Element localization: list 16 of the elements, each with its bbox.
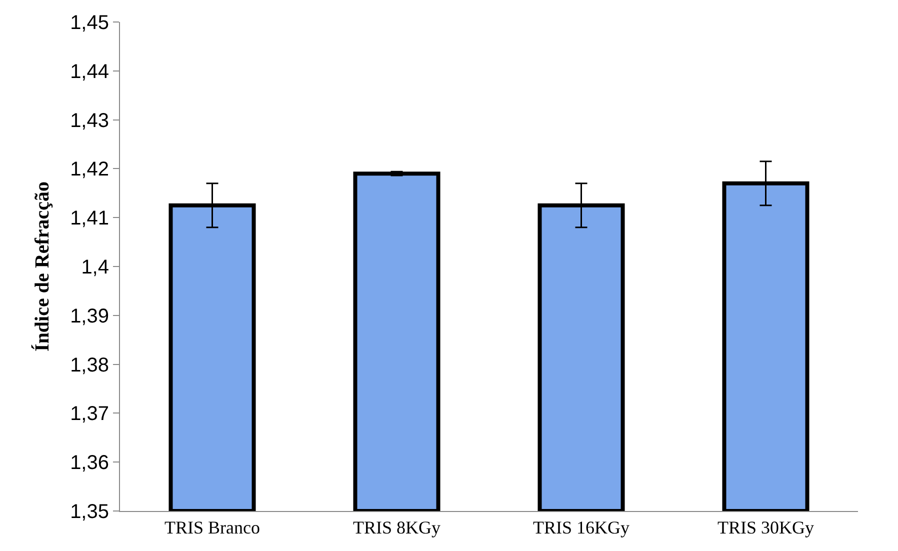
- y-tick-label: 1,36: [70, 452, 109, 474]
- y-tick-label: 1,44: [70, 60, 109, 83]
- y-axis-title: Índice de Refracção: [30, 182, 54, 352]
- y-tick-label: 1,35: [70, 501, 109, 523]
- y-tick-label: 1,43: [70, 110, 109, 132]
- y-tick-label: 1,42: [70, 158, 109, 181]
- y-tick-label: 1,38: [70, 354, 109, 376]
- y-tick-label: 1,4: [81, 256, 109, 278]
- x-tick-label: TRIS 16KGy: [532, 518, 630, 538]
- x-tick-label: TRIS 8KGy: [352, 518, 441, 538]
- y-tick-label: 1,45: [70, 12, 109, 34]
- y-tick-label: 1,37: [70, 403, 109, 426]
- y-tick-label: 1,39: [70, 305, 109, 328]
- y-tick-label: 1,41: [70, 208, 109, 230]
- x-tick-label: TRIS 30KGy: [717, 518, 814, 538]
- x-tick-label: TRIS Branco: [164, 518, 260, 538]
